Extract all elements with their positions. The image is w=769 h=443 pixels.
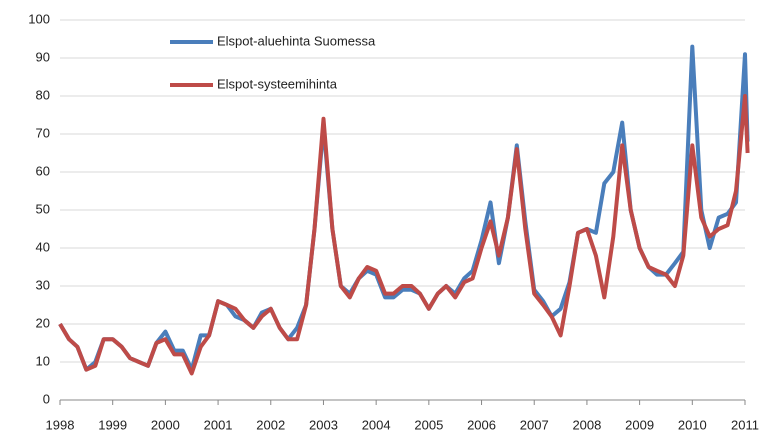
y-tick-label: 80 xyxy=(36,87,50,102)
y-tick-label: 40 xyxy=(36,239,50,254)
x-tick-label: 2000 xyxy=(151,417,180,432)
x-tick-label: 1999 xyxy=(98,417,127,432)
x-tick-label: 2007 xyxy=(520,417,549,432)
x-tick-label: 2003 xyxy=(309,417,338,432)
series-line xyxy=(58,44,750,372)
y-tick-label: 100 xyxy=(28,11,50,26)
y-tick-label: 60 xyxy=(36,163,50,178)
y-tick-label: 20 xyxy=(36,315,50,330)
x-tick-label: 2011 xyxy=(731,417,759,432)
x-tick-label: 2009 xyxy=(625,417,654,432)
x-tick-label: 2010 xyxy=(678,417,707,432)
x-tick-label: 2001 xyxy=(204,417,233,432)
legend-label: Elspot-systeemihinta xyxy=(217,76,338,91)
x-tick-label: 2005 xyxy=(414,417,443,432)
y-tick-label: 10 xyxy=(36,353,50,368)
x-tick-label: 2002 xyxy=(256,417,285,432)
y-tick-label: 50 xyxy=(36,201,50,216)
y-tick-label: 30 xyxy=(36,277,50,292)
legend-label: Elspot-aluehinta Suomessa xyxy=(217,33,376,48)
series-line xyxy=(58,94,750,376)
x-tick-label: 2004 xyxy=(362,417,391,432)
x-tick-label: 2006 xyxy=(467,417,496,432)
y-tick-label: 70 xyxy=(36,125,50,140)
y-tick-label: 90 xyxy=(36,49,50,64)
x-tick-label: 2008 xyxy=(572,417,601,432)
x-tick-label: 1998 xyxy=(46,417,75,432)
y-tick-label: 0 xyxy=(43,391,50,406)
